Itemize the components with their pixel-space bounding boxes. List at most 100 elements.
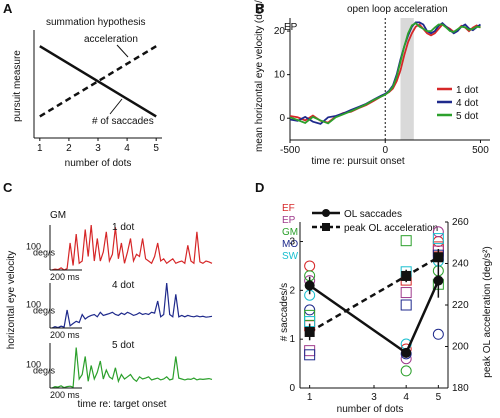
panel-d-acceleration-point xyxy=(432,233,444,245)
panel-c-subject: GM xyxy=(50,210,66,221)
panel-d-acceleration-mean-point xyxy=(304,326,315,337)
panel-d-acceleration-point xyxy=(304,349,316,361)
panel-d-plot-area: 0 1 2 3 180 200 220 240 260 1 3 4 5 xyxy=(289,217,469,403)
panel-d-y2-tick-label: 180 xyxy=(452,383,469,394)
panel-a-annotation-saccades: # of saccades xyxy=(92,116,154,127)
panel-b-legend-label: 4 dot xyxy=(456,98,478,109)
panel-a-series-line xyxy=(39,45,157,118)
panel-a-annotation-acceleration: acceleration xyxy=(84,34,138,45)
panel-a-plot-area xyxy=(33,30,162,139)
panel-d-acceleration-point xyxy=(400,235,412,247)
panel-c-trace xyxy=(51,347,213,389)
panel-d-legend: OL saccades peak OL acceleration xyxy=(312,209,438,234)
panel-letter-c: C xyxy=(3,180,13,195)
panel-c-scale-label-x: 200 ms xyxy=(50,330,80,340)
panel-b-legend-label: 5 dot xyxy=(456,111,478,122)
panel-b-subject: EP xyxy=(284,22,298,33)
panel-d-saccade-mean-line xyxy=(308,280,440,355)
panel-c-trace-label: 5 dot xyxy=(112,340,134,351)
panel-d-saccade-point xyxy=(304,260,316,272)
panel-b: open loop acceleration EP mean horizonta… xyxy=(254,0,490,167)
panel-a-x-tick-label: 4 xyxy=(124,143,130,154)
panel-d-saccade-mean-point xyxy=(401,347,412,358)
panel-b-y-tick-label: 0 xyxy=(279,113,285,124)
panel-c-scale-label-y-unit: deg/s xyxy=(33,248,56,258)
panel-d-y-tick-label: 1 xyxy=(289,334,295,345)
panel-d-acceleration-mean-line xyxy=(309,256,439,334)
panel-d-x-tick-label: 1 xyxy=(307,392,313,403)
panel-b-xlabel: time re: pursuit onset xyxy=(311,156,405,167)
panel-d-x-tick-label: 4 xyxy=(403,392,409,403)
panel-d-acceleration-point xyxy=(400,287,412,299)
panel-d-saccade-point xyxy=(432,328,444,340)
panel-d-acceleration-mean-point xyxy=(401,270,412,281)
panel-d-y2-tick-label: 200 xyxy=(452,342,469,353)
panel-b-series-line xyxy=(289,21,482,125)
panel-b-x-tick-label: 0 xyxy=(382,145,388,156)
panel-a-xlabel: number of dots xyxy=(65,158,132,169)
panel-a-x-tick-label: 1 xyxy=(37,143,43,154)
panel-c-scale-label-y-unit: deg/s xyxy=(33,366,56,376)
panel-d-y2-tick-label: 240 xyxy=(452,259,469,270)
panel-c-trace-label: 1 dot xyxy=(112,222,134,233)
panel-b-y-tick-label: 20 xyxy=(274,26,286,37)
panel-letter-d: D xyxy=(255,180,264,195)
panel-d-legend-label: peak OL acceleration xyxy=(344,223,438,234)
panel-b-x-tick-label: 500 xyxy=(472,145,489,156)
panel-letter-a: A xyxy=(3,1,13,16)
panel-a-ylabel: pursuit measure xyxy=(12,50,23,122)
panel-d-acceleration-point xyxy=(304,309,316,321)
panel-d-subject-label: EF xyxy=(282,203,295,214)
panel-c-scale-label-y: 100 xyxy=(26,300,41,310)
panel-b-y-tick-label: 10 xyxy=(274,70,286,81)
panel-d-y2-tick-label: 220 xyxy=(452,300,469,311)
panel-d-ylabel: # saccades/s xyxy=(279,283,290,341)
panel-d-y-tick-label: 0 xyxy=(289,383,295,394)
panel-d-saccade-point xyxy=(400,365,412,377)
panel-d-y-tick-label: 3 xyxy=(289,237,295,248)
panel-d-legend-label: OL saccades xyxy=(344,209,402,220)
panel-d-legend-marker-acceleration xyxy=(322,223,330,231)
panel-d-saccade-point xyxy=(432,226,444,238)
panel-a-title: summation hypothesis xyxy=(46,17,146,28)
panel-b-ylabel: mean horizontal eye velocity (deg/s) xyxy=(254,0,265,152)
panel-c-xlabel: time re: target onset xyxy=(78,399,167,410)
panel-d-y2-tick-label: 260 xyxy=(452,217,469,228)
panel-b-x-tick-label: -500 xyxy=(280,145,300,156)
panel-d-legend-marker-saccades xyxy=(322,209,330,217)
panel-c-scale-label-y: 100 xyxy=(26,360,41,370)
panel-d-subject-label: SW xyxy=(282,251,299,262)
panel-a-series-line xyxy=(39,45,157,118)
panel-c-trace xyxy=(51,224,213,271)
panel-d-subject-label: GM xyxy=(282,227,298,238)
panel-b-plot-area: 0 10 20 -500 0 500 xyxy=(274,18,490,156)
panel-letter-b: B xyxy=(255,1,264,16)
panel-d-x-tick-label: 5 xyxy=(436,392,442,403)
panel-d-y2label: peak OL acceleration (deg/s²) xyxy=(482,246,493,377)
panel-d-subject-label: MO xyxy=(282,239,298,250)
panel-d-subject-label: EP xyxy=(282,215,296,226)
panel-c-trace xyxy=(51,282,213,329)
panel-b-legend: 1 dot 4 dot 5 dot xyxy=(437,85,478,122)
panel-c-trace-label: 4 dot xyxy=(112,280,134,291)
panel-d-saccade-mean-point xyxy=(304,280,315,291)
panel-d-saccade-mean-point xyxy=(433,275,444,286)
panel-a-arrow-saccades xyxy=(109,98,123,115)
panel-b-legend-label: 1 dot xyxy=(456,85,478,96)
panel-d-acceleration-point xyxy=(400,299,412,311)
panel-a-arrow-acceleration xyxy=(116,44,129,58)
panel-a-x-tick-label: 2 xyxy=(66,143,72,154)
panel-d-xlabel: number of dots xyxy=(337,404,404,415)
panel-d-x-tick-label: 3 xyxy=(371,392,377,403)
panel-a-x-tick-label: 5 xyxy=(153,143,159,154)
panel-b-title: open loop acceleration xyxy=(347,4,448,15)
panel-d-acceleration-mean-point xyxy=(433,252,444,263)
panel-a-x-ticks: 1 2 3 4 5 xyxy=(37,138,159,154)
panel-d-y-tick-label: 2 xyxy=(289,285,295,296)
panel-c-ylabel: horizontal eye velocity xyxy=(6,251,17,349)
panel-d-acceleration-point xyxy=(304,345,316,357)
panel-a-x-tick-label: 3 xyxy=(95,143,101,154)
panel-a: summation hypothesis pursuit measure num… xyxy=(12,17,162,169)
